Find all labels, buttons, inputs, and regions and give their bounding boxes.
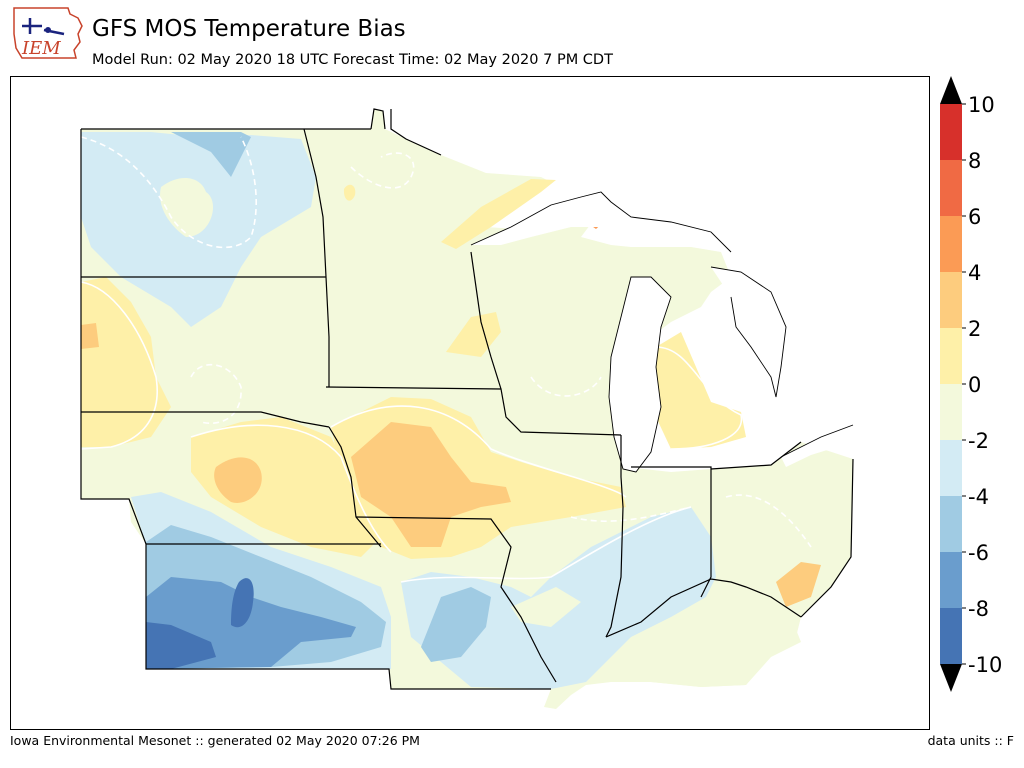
contour-coldest-ks2: [231, 578, 254, 628]
contour-coldest-ks1: [146, 622, 216, 669]
contour-warm-mn-dot: [343, 184, 356, 201]
colorbar-tick-label: -4: [968, 485, 989, 509]
colorbar-tick-label: 6: [968, 205, 981, 229]
contour-cold-mo: [421, 587, 491, 662]
colorbar-bin: [940, 384, 962, 440]
contour-hot-ne: [214, 457, 262, 503]
contour-lines-negative: [80, 136, 812, 548]
colorbar-tick-label: -10: [968, 653, 1002, 677]
colorbar-tick-label: 2: [968, 317, 981, 341]
state-borders: [80, 108, 854, 690]
contour-warm-mn-arrowhead: [441, 179, 556, 249]
contour-lines-zero: [80, 281, 743, 583]
contour-warm-ne: [191, 417, 381, 557]
colorbar-tick-label: 10: [968, 93, 995, 117]
contour-hot-ia: [351, 422, 511, 547]
footer-units: data units :: F: [927, 733, 1014, 748]
colorbar-tick-label: -2: [968, 429, 989, 453]
contour-neutral-ky: [651, 587, 801, 687]
colorbar-bin: [940, 552, 962, 608]
colorbar-bin: [940, 104, 962, 160]
lake-superior: [471, 192, 731, 252]
colorbar-tick-label: -8: [968, 597, 989, 621]
colorbar-overflow-arrow: [940, 76, 962, 104]
bias-map: [80, 108, 854, 709]
footer-credit: Iowa Environmental Mesonet :: generated …: [10, 733, 420, 748]
colorbar-underflow-arrow: [940, 664, 962, 692]
iem-logo: IEM: [8, 4, 86, 62]
colorbar-bin: [940, 496, 962, 552]
colorbar-bin: [940, 272, 962, 328]
lake-michigan: [609, 277, 671, 472]
contour-neutral-nd: [160, 177, 214, 237]
contour-warm-mi: [656, 332, 746, 449]
logo-text: IEM: [21, 38, 61, 59]
colorbar-tick-label: 8: [968, 149, 981, 173]
contour-cold-nd: [121, 132, 251, 177]
colorbar-bin: [940, 440, 962, 496]
contour-warm-sd2: [81, 323, 99, 349]
colorbar-svg: 10 8 6 4 2 0 -2 -4 -6 -8 -10: [940, 76, 1002, 692]
colorbar-bin: [940, 328, 962, 384]
coastlines: [470, 191, 854, 473]
contour-neutral-ne: [194, 363, 237, 424]
map-panel: [10, 76, 930, 730]
page-title: GFS MOS Temperature Bias: [92, 16, 406, 42]
colorbar: 10 8 6 4 2 0 -2 -4 -6 -8 -10: [940, 76, 1020, 696]
colorbar-bin: [940, 216, 962, 272]
colorbar-tick-label: 0: [968, 373, 981, 397]
colorbar-tick-label: 4: [968, 261, 981, 285]
contour-warm-oh: [776, 562, 821, 607]
colorbar-bin: [940, 608, 962, 664]
contour-neutral-il: [511, 587, 581, 627]
contour-warm-sd: [81, 277, 171, 447]
colorbar-bin: [940, 160, 962, 216]
colorbar-tick-label: -6: [968, 541, 989, 565]
lake-huron: [711, 267, 786, 397]
lake-erie: [781, 425, 853, 467]
page-subtitle: Model Run: 02 May 2020 18 UTC Forecast T…: [92, 52, 613, 68]
